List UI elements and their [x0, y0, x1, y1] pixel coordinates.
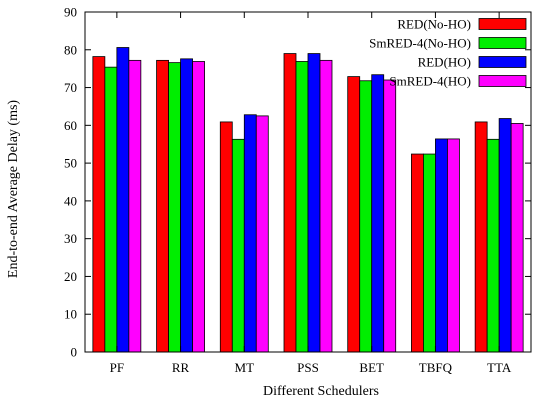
- bars-layer: [92, 47, 524, 353]
- legend-swatch: [478, 18, 527, 30]
- x-tick-label: TTA: [487, 360, 512, 375]
- bar-pf-series-1: [92, 56, 106, 353]
- y-tick-label: 60: [64, 118, 77, 133]
- bar-tbfq-series-1: [411, 153, 424, 353]
- bar-bet-series-4: [383, 79, 397, 353]
- bar-tbfq-series-4: [447, 138, 460, 353]
- legend-swatch: [478, 56, 527, 68]
- legend-label: RED(HO): [418, 55, 471, 70]
- bar-tta-series-2: [486, 138, 500, 353]
- bar-rr-series-3: [180, 58, 193, 353]
- bar-pf-series-2: [104, 66, 118, 353]
- bar-pss-series-1: [283, 53, 297, 353]
- bar-tta-series-4: [510, 123, 524, 353]
- x-tick-label: RR: [172, 360, 190, 375]
- y-tick-label: 30: [64, 231, 77, 246]
- bar-rr-series-4: [192, 61, 205, 353]
- bar-mt-series-4: [255, 115, 269, 353]
- legend: RED(No-HO) SmRED-4(No-HO) RED(HO) SmRED-4(H…: [369, 17, 527, 89]
- bar-pss-series-4: [319, 59, 333, 353]
- bar-pf-series-3: [116, 47, 130, 353]
- x-axis-title: Different Schedulers: [263, 384, 379, 399]
- bar-tta-series-1: [474, 121, 488, 353]
- legend-swatch: [478, 37, 527, 49]
- bar-tbfq-series-3: [435, 138, 448, 353]
- y-tick-label: 20: [64, 269, 77, 284]
- legend-label: SmRED-4(HO): [389, 74, 471, 89]
- bar-bet-series-1: [347, 76, 361, 353]
- y-tick-label: 70: [64, 80, 77, 95]
- y-tick-label: 80: [64, 42, 77, 57]
- bar-pf-series-4: [128, 59, 142, 353]
- bar-bet-series-2: [359, 80, 373, 353]
- x-tick-label: PSS: [297, 360, 319, 375]
- x-tick-label: BET: [359, 360, 384, 375]
- x-tick-label: PF: [110, 360, 124, 375]
- y-tick-label: 0: [71, 345, 78, 360]
- y-tick-label: 50: [64, 156, 77, 171]
- bar-mt-series-2: [231, 138, 245, 353]
- y-tick-label: 90: [64, 5, 77, 20]
- legend-label: RED(No-HO): [397, 17, 471, 32]
- bar-rr-series-1: [156, 59, 169, 353]
- legend-label: SmRED-4(No-HO): [369, 36, 471, 51]
- bar-bet-series-3: [371, 74, 385, 353]
- bar-pss-series-3: [307, 53, 321, 353]
- bar-tbfq-series-2: [423, 153, 436, 353]
- axes-layer: 0 10 20 30 40 50 60 70 80 90 PF RR MT PSS BET TBFQ TTA: [64, 5, 532, 375]
- bar-tta-series-3: [498, 118, 512, 353]
- y-tick-label: 10: [64, 307, 77, 322]
- legend-swatch: [478, 75, 527, 87]
- y-tick-label: 40: [64, 193, 77, 208]
- bar-mt-series-1: [219, 121, 233, 353]
- x-tick-label: MT: [235, 360, 255, 375]
- x-tick-label: TBFQ: [419, 360, 453, 375]
- y-axis-title: End-to-end Average Delay (ms): [6, 100, 21, 279]
- bar-mt-series-3: [243, 114, 257, 353]
- bar-pss-series-2: [295, 61, 309, 353]
- bar-rr-series-2: [168, 62, 181, 353]
